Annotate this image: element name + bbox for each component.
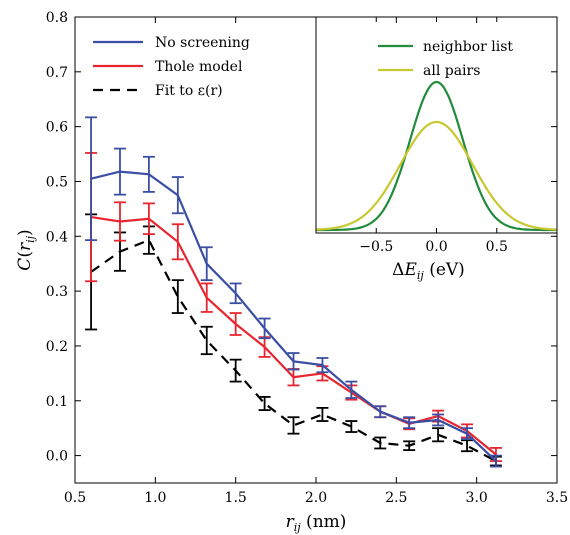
y-tick-label: 0.2	[46, 339, 68, 355]
x-tick-label: 1.5	[225, 490, 247, 506]
inset-x-tick-label: 0.0	[425, 239, 447, 255]
y-tick-label: 0.4	[46, 229, 68, 245]
x-tick-label: 0.5	[64, 490, 86, 506]
series-line	[90, 238, 497, 463]
inset-legend-label: neighbor list	[423, 39, 513, 55]
y-tick-label: 0.0	[46, 449, 68, 465]
y-tick-label: 0.3	[46, 284, 68, 300]
legend-label: Fit to ε(r)	[155, 83, 223, 99]
x-tick-label: 2.0	[305, 490, 327, 506]
legend-label: No screening	[155, 35, 250, 51]
series-no-screening	[85, 116, 502, 468]
inset-x-tick-label: 0.5	[486, 239, 508, 255]
series-line	[90, 170, 497, 462]
inset-chart: −0.5 0.0 0.5 ΔEij (eV) neighbor list all pair…	[315, 16, 558, 282]
inset-legend-label: all pairs	[423, 63, 480, 79]
y-tick-label: 0.5	[46, 174, 68, 190]
x-axis-label: rij (nm)	[286, 512, 347, 534]
main-axis-ticks: 0.5 1.0 1.5 2.0 2.5 3.0 3.5 0.0 0.1 0.2 0.3 0.4 0.5 0…	[46, 10, 568, 506]
x-tick-label: 3.5	[546, 490, 568, 506]
y-axis-label: C(rij)	[15, 229, 37, 270]
main-legend: No screening Thole model Fit to ε(r)	[93, 35, 250, 99]
main-series-group	[85, 116, 502, 468]
y-tick-label: 0.1	[46, 394, 68, 410]
inset-curve-neighbor-list	[316, 80, 557, 232]
x-tick-label: 2.5	[385, 490, 407, 506]
series-line	[90, 216, 497, 456]
y-tick-label: 0.8	[46, 10, 68, 26]
y-tick-label: 0.7	[46, 65, 68, 81]
y-tick-label: 0.6	[46, 120, 68, 136]
series-fit-to-r	[85, 213, 502, 467]
inset-curve-all-pairs	[315, 120, 558, 231]
legend-label: Thole model	[155, 59, 243, 75]
x-tick-label: 3.0	[466, 490, 488, 506]
inset-x-axis-label: ΔEij (eV)	[392, 260, 465, 282]
inset-x-tick-label: −0.5	[359, 239, 393, 255]
x-tick-label: 1.0	[144, 490, 166, 506]
